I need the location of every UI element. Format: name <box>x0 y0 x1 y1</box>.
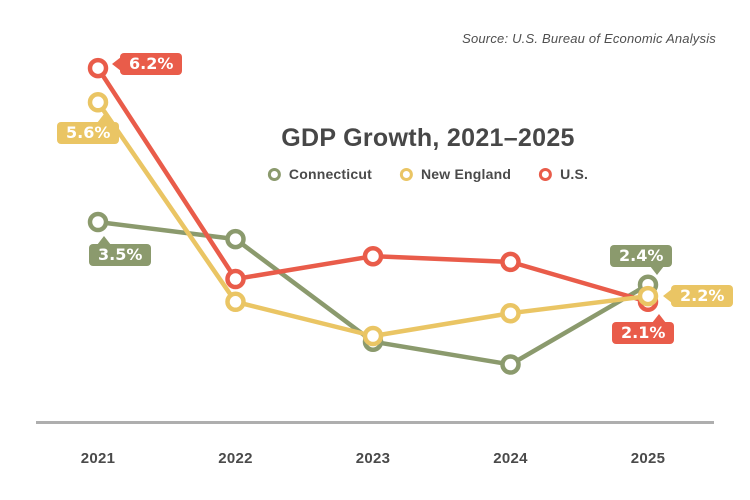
data-point-new-england-2022 <box>225 291 246 313</box>
data-point-new-england-2025 <box>637 285 659 307</box>
data-label-text: 3.5% <box>98 245 143 264</box>
x-axis-label-2023: 2023 <box>355 450 391 467</box>
badge-pointer-icon <box>663 289 672 304</box>
data-point-connecticut-2024 <box>500 354 521 375</box>
data-label-badge-new-england-2021: 5.6% <box>57 114 120 145</box>
legend-label-new-england: New England <box>420 166 512 182</box>
x-axis-line <box>36 421 714 424</box>
chart-header: GDP Growth, 2021–2025 Connecticut New En… <box>267 124 588 182</box>
source-attribution: Source: U.S. Bureau of Economic Analysis <box>462 31 716 46</box>
data-label-text: 2.4% <box>619 245 664 265</box>
data-point-new-england-2023 <box>362 325 384 347</box>
legend-item-connecticut: Connecticut <box>267 166 372 182</box>
data-point-u-s-2022 <box>225 268 246 290</box>
legend-marker-us-icon <box>539 167 553 181</box>
data-label-text: 2.2% <box>680 286 725 306</box>
data-point-new-england-2021 <box>87 92 109 113</box>
data-label-badge-connecticut-2021: 3.5% <box>89 236 152 266</box>
legend-marker-connecticut-icon <box>267 167 281 181</box>
legend: Connecticut New England U.S. <box>267 166 588 182</box>
data-label-text: 6.2% <box>129 54 174 74</box>
legend-item-us: U.S. <box>539 166 588 182</box>
data-label-text: 2.1% <box>621 322 666 342</box>
series-line-new-england <box>96 101 649 339</box>
x-axis-label-2022: 2022 <box>218 450 253 467</box>
data-label-badge-new-england-2025: 2.2% <box>663 285 734 308</box>
data-point-u-s-2021 <box>87 57 109 79</box>
x-axis-label-2021: 2021 <box>80 450 116 467</box>
data-label-badge-connecticut-2025: 2.4% <box>610 244 673 275</box>
legend-label-us: U.S. <box>560 166 589 182</box>
badge-pointer-icon <box>112 57 121 72</box>
badge-pointer-icon <box>652 313 667 323</box>
x-axis-label-2025: 2025 <box>630 450 666 467</box>
data-point-u-s-2024 <box>500 251 521 273</box>
data-point-connecticut-2022 <box>225 228 246 250</box>
badge-pointer-icon <box>650 265 665 275</box>
chart-title: GDP Growth, 2021–2025 <box>281 124 575 152</box>
data-label-badge-u-s-2021: 6.2% <box>112 53 183 76</box>
data-point-new-england-2024 <box>500 302 521 324</box>
legend-marker-new-england-icon <box>399 167 413 181</box>
legend-item-new-england: New England <box>399 166 512 182</box>
data-label-badge-u-s-2025: 2.1% <box>612 313 675 344</box>
badge-pointer-icon <box>97 236 111 245</box>
data-point-u-s-2023 <box>362 245 384 267</box>
badge-pointer-icon <box>97 114 112 124</box>
data-point-connecticut-2021 <box>87 211 109 233</box>
legend-label-connecticut: Connecticut <box>288 166 372 182</box>
data-label-text: 5.6% <box>66 123 111 143</box>
x-axis-label-2024: 2024 <box>493 450 528 467</box>
series-line-u-s <box>96 66 649 304</box>
